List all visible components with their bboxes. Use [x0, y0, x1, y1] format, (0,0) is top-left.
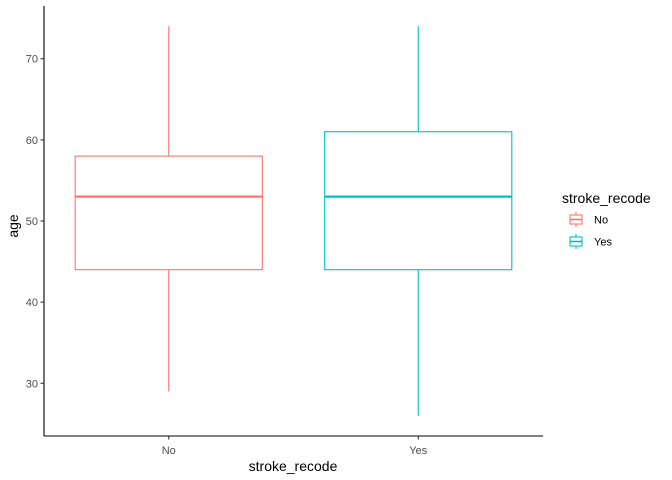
legend-title: stroke_recode — [562, 190, 651, 206]
y-tick-label: 40 — [26, 297, 38, 309]
y-axis: 30 40 50 60 70 — [26, 6, 45, 436]
y-tick-label: 60 — [26, 135, 38, 147]
box-yes — [324, 26, 513, 416]
x-axis: No Yes — [44, 435, 543, 457]
y-tick-label: 70 — [26, 54, 38, 66]
box-iqr — [324, 131, 513, 271]
box-iqr — [74, 155, 263, 271]
legend-label-no: No — [594, 215, 608, 227]
box-no — [74, 26, 263, 392]
y-axis-title: age — [5, 214, 21, 238]
plot-area — [74, 26, 513, 416]
legend: stroke_recode No Yes — [562, 190, 651, 249]
legend-key-no — [569, 212, 583, 227]
y-tick-label: 30 — [26, 378, 38, 390]
y-tick-label: 50 — [26, 216, 38, 228]
legend-label-yes: Yes — [594, 237, 612, 249]
x-tick-label: Yes — [409, 445, 427, 457]
legend-key-yes — [569, 234, 583, 249]
x-axis-title: stroke_recode — [249, 458, 338, 474]
x-tick-label: No — [162, 445, 176, 457]
